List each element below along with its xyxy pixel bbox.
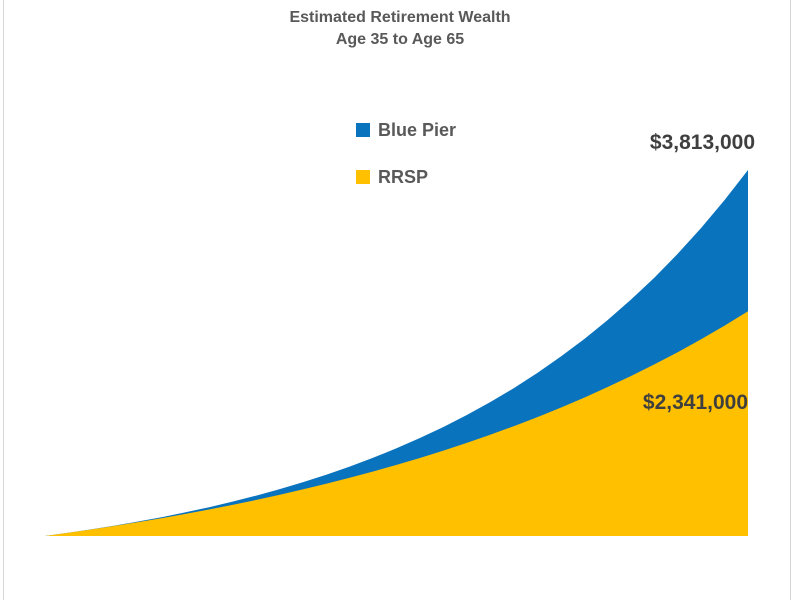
blue-pier-swatch-icon: [356, 123, 370, 137]
legend-label-blue-pier: Blue Pier: [378, 119, 457, 140]
slide-right-edge: [790, 0, 791, 600]
legend-item-rrsp: RRSP: [356, 167, 456, 187]
legend-label-rrsp: RRSP: [378, 166, 429, 187]
chart-legend: Blue Pier RRSP: [356, 120, 456, 187]
chart-title-line2: Age 35 to Age 65: [335, 31, 465, 48]
area-rrsp: [45, 311, 748, 536]
chart-title: Estimated Retirement Wealth Age 35 to Ag…: [0, 7, 800, 51]
blue-pier-end-value-label: $3,813,000: [649, 131, 755, 154]
rrsp-end-value-label: $2,341,000: [642, 391, 748, 414]
chart-title-line1: Estimated Retirement Wealth: [289, 9, 511, 26]
rrsp-swatch-icon: [356, 170, 370, 184]
legend-item-blue-pier: Blue Pier: [356, 120, 456, 140]
slide-left-edge: [3, 0, 4, 600]
